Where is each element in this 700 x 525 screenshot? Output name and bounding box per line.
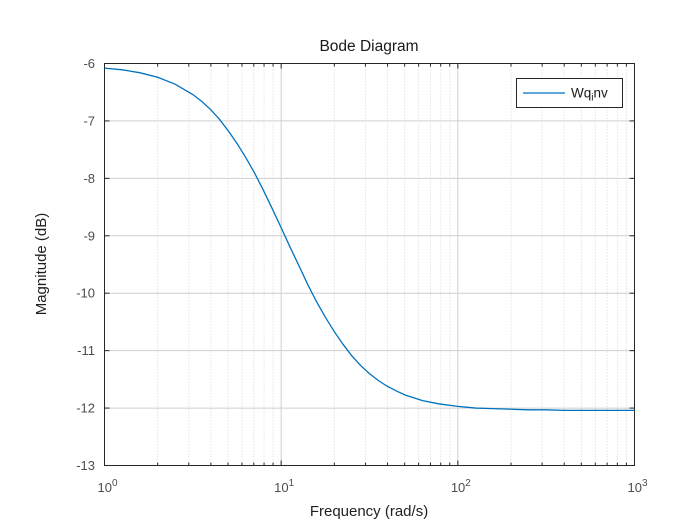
legend[interactable]: Wqinv: [516, 78, 623, 108]
legend-label-post: nv: [593, 86, 608, 101]
y-tick-label: -7: [83, 113, 95, 128]
legend-label-pre: Wq: [571, 86, 591, 101]
x-tick-label: 100: [98, 478, 118, 495]
axis-ticks: [104, 63, 635, 466]
y-axis-label: Magnitude (dB): [33, 213, 50, 316]
x-tick-labels: 100 101 102 103: [98, 478, 648, 495]
x-axis-label: Frequency (rad/s): [310, 503, 428, 520]
chart-title: Bode Diagram: [319, 38, 418, 55]
y-tick-label: -13: [76, 458, 95, 473]
legend-label-subscript: i: [591, 93, 593, 104]
y-tick-label: -11: [77, 343, 95, 358]
y-tick-label: -9: [83, 228, 95, 243]
minor-grid-lines: [157, 63, 627, 466]
y-tick-label: -8: [83, 171, 95, 186]
y-tick-label: -6: [83, 56, 95, 71]
major-grid-lines: [104, 63, 635, 466]
x-tick-label: 103: [628, 478, 648, 495]
y-tick-labels: -6 -7 -8 -9 -10 -11 -12 -13: [76, 56, 95, 473]
y-tick-label: -12: [76, 401, 95, 416]
y-tick-label: -10: [76, 286, 95, 301]
x-tick-label: 102: [451, 478, 471, 495]
axes-box: [104, 63, 635, 466]
legend-entry-label: Wqinv: [571, 86, 608, 104]
x-tick-label: 101: [274, 478, 294, 495]
magnitude-curve: [104, 67, 635, 412]
